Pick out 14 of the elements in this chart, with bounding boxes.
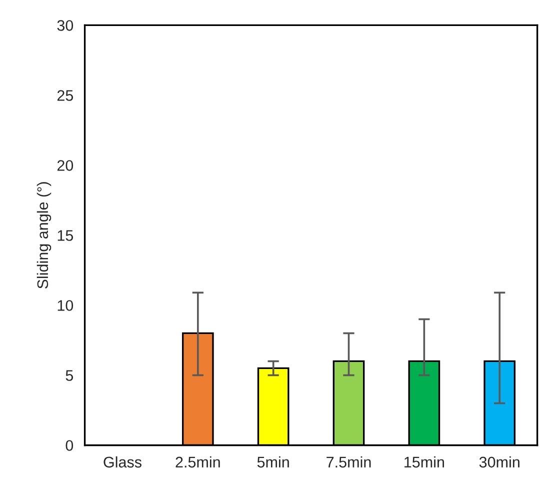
x-tick-label: 2.5min — [176, 456, 220, 468]
y-tick-label: 15 — [58, 230, 74, 241]
x-tick-label: 7.5min — [326, 456, 371, 468]
y-tick-label: 30 — [57, 20, 74, 31]
y-tick-label: 10 — [58, 300, 74, 311]
y-tick-label: 5 — [66, 370, 74, 381]
y-tick-label: 25 — [57, 90, 74, 101]
x-tick-label: 5min — [257, 456, 289, 468]
y-axis-title: Sliding angle (°) — [36, 182, 52, 289]
x-tick-label: Glass — [104, 456, 142, 468]
y-tick-label: 0 — [66, 440, 74, 451]
x-tick-label: 15min — [404, 456, 444, 468]
x-tick-label: 30min — [479, 456, 520, 468]
y-tick-label: 20 — [57, 160, 74, 171]
